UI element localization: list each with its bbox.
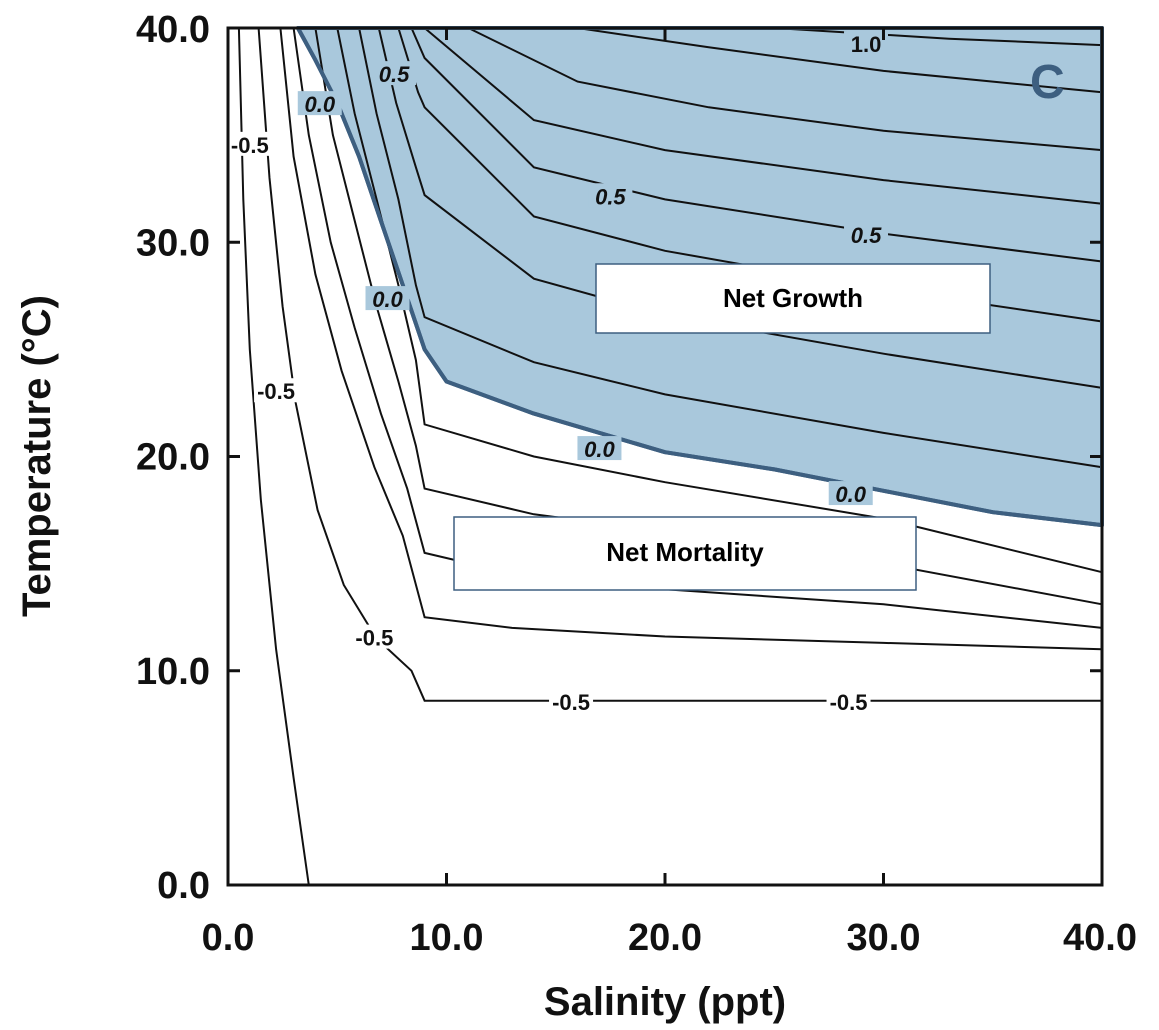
net-mortality-label: Net Mortality bbox=[606, 537, 764, 567]
contour-line-8 bbox=[377, 27, 1103, 389]
net-growth-label: Net Growth bbox=[723, 283, 863, 313]
x-axis-label: Salinity (ppt) bbox=[544, 980, 786, 1024]
y-tick-label: 40.0 bbox=[136, 9, 210, 51]
panel-label: C bbox=[1030, 56, 1065, 109]
x-tick-label: 10.0 bbox=[410, 917, 484, 959]
y-tick-label: 0.0 bbox=[157, 865, 210, 907]
contour-line-11 bbox=[423, 27, 1103, 205]
contour-line-4 bbox=[292, 27, 1103, 629]
y-tick-label: 20.0 bbox=[136, 437, 210, 479]
contour-line-14 bbox=[774, 27, 1103, 47]
contour-label: 0.0 bbox=[304, 92, 335, 117]
contour-label-bg bbox=[297, 91, 342, 116]
contour-line-13 bbox=[577, 27, 1103, 94]
contour-line-7 bbox=[358, 27, 1103, 469]
contour-label-bg bbox=[549, 688, 594, 713]
x-tick-label: 0.0 bbox=[202, 917, 255, 959]
contour-label: 0.0 bbox=[835, 482, 866, 507]
axis-ticks bbox=[226, 26, 1104, 887]
y-axis-label: Temperature (°C) bbox=[15, 295, 59, 617]
x-tick-label: 20.0 bbox=[628, 917, 702, 959]
contour-label: -0.5 bbox=[231, 133, 269, 158]
y-tick-label: 10.0 bbox=[136, 651, 210, 693]
contour-label-bg bbox=[826, 688, 871, 713]
contour-line-3 bbox=[279, 27, 1103, 651]
contour-label-bg bbox=[227, 131, 272, 156]
contour-label: -0.5 bbox=[257, 379, 295, 404]
x-tick-label: 30.0 bbox=[847, 917, 921, 959]
contour-label: 0.5 bbox=[379, 62, 410, 87]
contour-label: -0.5 bbox=[552, 690, 590, 715]
contour-label-bg bbox=[352, 624, 397, 649]
contour-label: -0.5 bbox=[830, 690, 868, 715]
contour-line-1 bbox=[237, 27, 310, 886]
contour-label-bg bbox=[828, 481, 873, 506]
contour-label: -0.5 bbox=[355, 626, 393, 651]
x-tick-label: 40.0 bbox=[1063, 917, 1137, 959]
contour-label-bg bbox=[588, 183, 633, 208]
tick-labels: 0.0 10.0 20.0 30.0 40.0 0.0 10.0 20.0 30.0 40.0 bbox=[136, 9, 1137, 959]
net-growth-boundary bbox=[295, 26, 1104, 528]
contour-label: 0.5 bbox=[595, 184, 626, 209]
contour-line-12 bbox=[467, 27, 1103, 152]
contour-label-bg bbox=[577, 436, 622, 461]
contour-label: 0.5 bbox=[851, 223, 882, 248]
contour-label: 1.0 bbox=[851, 32, 882, 57]
contour-label-bg bbox=[254, 378, 299, 403]
contour-line-6 bbox=[336, 27, 1103, 574]
contour-label-bg bbox=[372, 61, 417, 86]
contour-label-bg bbox=[844, 221, 889, 246]
contour-line-2 bbox=[257, 27, 1102, 702]
net-growth-label-box: Net Growth bbox=[595, 263, 991, 334]
contour-label: 0.0 bbox=[372, 287, 403, 312]
contour-label: 0.0 bbox=[584, 437, 615, 462]
contour-labels: 1.0 0.5 0.5 0.5 0.0 0.0 0.0 0.0 -0.5 -0.5 -0.5 -0.5… bbox=[227, 31, 889, 715]
contour-label-bg bbox=[844, 31, 889, 56]
net-mortality-label-box: Net Mortality bbox=[453, 516, 917, 591]
contour-label-bg bbox=[365, 286, 410, 311]
y-tick-label: 30.0 bbox=[136, 222, 210, 264]
